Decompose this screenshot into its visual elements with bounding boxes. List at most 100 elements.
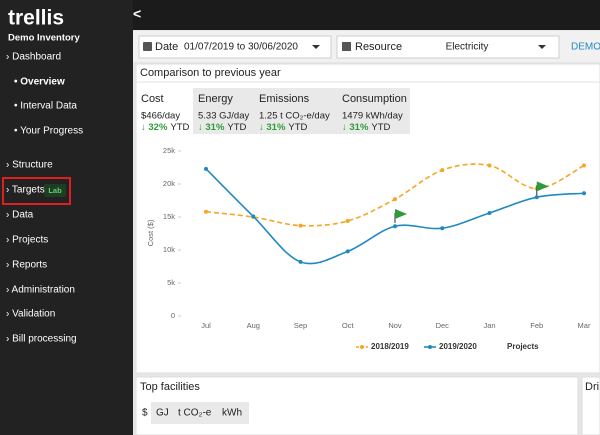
back-button[interactable]: < bbox=[133, 6, 141, 22]
side-panel bbox=[581, 376, 600, 435]
x-tick-label: Sep bbox=[294, 321, 307, 330]
x-tick-label: Dec bbox=[436, 321, 450, 330]
resource-label: Resource bbox=[355, 41, 402, 53]
resource-icon bbox=[342, 42, 351, 51]
metric-label: Cost bbox=[141, 93, 164, 105]
lab-badge bbox=[44, 184, 66, 197]
data-point bbox=[582, 191, 586, 196]
topbar bbox=[133, 0, 600, 30]
badge: Lab bbox=[48, 186, 62, 195]
metric-label: Energy bbox=[198, 93, 233, 105]
x-tick-label: Jul bbox=[201, 321, 211, 330]
metric-change: ↓ 31% bbox=[259, 122, 286, 133]
data-point bbox=[251, 214, 256, 219]
unit-tab[interactable]: GJ bbox=[156, 408, 169, 419]
highlight-box bbox=[2, 177, 71, 205]
metric-label: Emissions bbox=[259, 93, 310, 105]
nav-item[interactable]: › Targets bbox=[6, 185, 45, 196]
flag bbox=[395, 209, 407, 220]
unit-tab[interactable]: kWh bbox=[222, 408, 242, 419]
data-point bbox=[440, 168, 445, 173]
nav-item[interactable]: › Reports bbox=[6, 260, 47, 271]
dropdown-caret bbox=[312, 45, 320, 49]
metric-change-line: ↓ 31% YTD bbox=[259, 122, 308, 133]
date-label: Date bbox=[155, 41, 178, 53]
nav-item[interactable]: › Administration bbox=[6, 285, 75, 296]
metric-change-line: ↓ 32% YTD bbox=[141, 122, 190, 133]
nav-item[interactable]: › Bill processing bbox=[6, 334, 77, 345]
data-point bbox=[534, 195, 539, 200]
logo: trellis bbox=[8, 7, 64, 30]
nav-item[interactable]: › Data bbox=[6, 210, 34, 221]
metric-value: 5.33 GJ/day bbox=[198, 111, 249, 122]
legend-label[interactable]: 2018/2019 bbox=[371, 342, 409, 351]
metric-period: YTD bbox=[227, 122, 246, 133]
nav-item[interactable]: › Dashboard bbox=[6, 52, 61, 63]
legend-label[interactable]: Projects bbox=[507, 342, 539, 351]
nav-item[interactable]: › Validation bbox=[6, 309, 55, 320]
metric-change: ↓ 32% bbox=[141, 122, 168, 133]
y-tick-label: 25k bbox=[163, 146, 175, 155]
data-point bbox=[204, 166, 208, 171]
unit-tabs[interactable] bbox=[151, 402, 249, 424]
y-tick-label: 5k bbox=[167, 278, 175, 287]
metric-value: 1479 kWh/day bbox=[342, 111, 403, 122]
metric-value: $466/day bbox=[141, 111, 180, 122]
data-point bbox=[487, 211, 492, 216]
data-point bbox=[582, 163, 586, 168]
data-point bbox=[487, 163, 492, 168]
nav-item[interactable]: • Overview bbox=[14, 77, 65, 88]
x-tick-label: Oct bbox=[342, 321, 355, 330]
project-flag bbox=[394, 209, 407, 224]
y-tick-label: 15k bbox=[163, 212, 175, 221]
metric-tabs[interactable] bbox=[193, 88, 410, 134]
calendar-icon bbox=[143, 42, 152, 51]
unit-tab[interactable]: $ bbox=[142, 408, 148, 419]
panel-title: Comparison to previous year bbox=[140, 67, 281, 79]
nav-item[interactable]: • Your Progress bbox=[14, 126, 83, 137]
nav-item[interactable]: • Interval Data bbox=[14, 101, 77, 112]
metric-period: YTD bbox=[371, 122, 390, 133]
nav-item[interactable]: › Projects bbox=[6, 235, 48, 246]
unit-tab[interactable]: t CO₂-e bbox=[178, 408, 212, 419]
x-tick-label: Feb bbox=[530, 321, 543, 330]
metric-change-line: ↓ 31% YTD bbox=[342, 122, 391, 133]
metric-change: ↓ 31% bbox=[342, 122, 369, 133]
data-point bbox=[298, 223, 303, 228]
dropdown-caret bbox=[538, 45, 546, 49]
date-value: 01/07/2019 to 30/06/2020 bbox=[184, 42, 298, 53]
y-tick-label: 10k bbox=[163, 245, 175, 254]
metric-label: Consumption bbox=[342, 93, 407, 105]
data-point bbox=[393, 197, 397, 202]
flag bbox=[536, 181, 549, 192]
side-panel-title: Dri bbox=[585, 381, 599, 393]
inventory-name: Demo Inventory bbox=[8, 33, 81, 44]
metric-tab-active[interactable] bbox=[137, 88, 193, 134]
metric-change: ↓ 31% bbox=[198, 122, 225, 133]
data-point bbox=[345, 249, 350, 254]
y-tick-label: 0 bbox=[171, 311, 175, 320]
metric-period: YTD bbox=[288, 122, 307, 133]
legend-dot bbox=[428, 345, 432, 349]
data-point bbox=[393, 224, 397, 229]
date-select[interactable] bbox=[138, 35, 332, 59]
sidebar bbox=[0, 0, 133, 435]
data-point bbox=[298, 259, 303, 264]
data-point bbox=[440, 226, 445, 231]
y-tick-label: 20k bbox=[163, 179, 175, 188]
metric-change-line: ↓ 31% YTD bbox=[198, 122, 247, 133]
data-point bbox=[345, 218, 350, 223]
data-point bbox=[204, 209, 208, 214]
x-tick-label: Mar bbox=[578, 321, 591, 330]
x-tick-label: Nov bbox=[388, 321, 402, 330]
legend-label[interactable]: 2019/2020 bbox=[439, 342, 477, 351]
resource-field bbox=[404, 38, 556, 56]
project-flag bbox=[536, 181, 549, 196]
x-tick-label: Jan bbox=[483, 321, 495, 330]
nav-item[interactable]: › Structure bbox=[6, 160, 53, 171]
facilities-title: Top facilities bbox=[140, 381, 200, 393]
demo-button[interactable]: DEMO bbox=[571, 42, 600, 53]
y-axis-label: Cost ($) bbox=[146, 219, 155, 246]
